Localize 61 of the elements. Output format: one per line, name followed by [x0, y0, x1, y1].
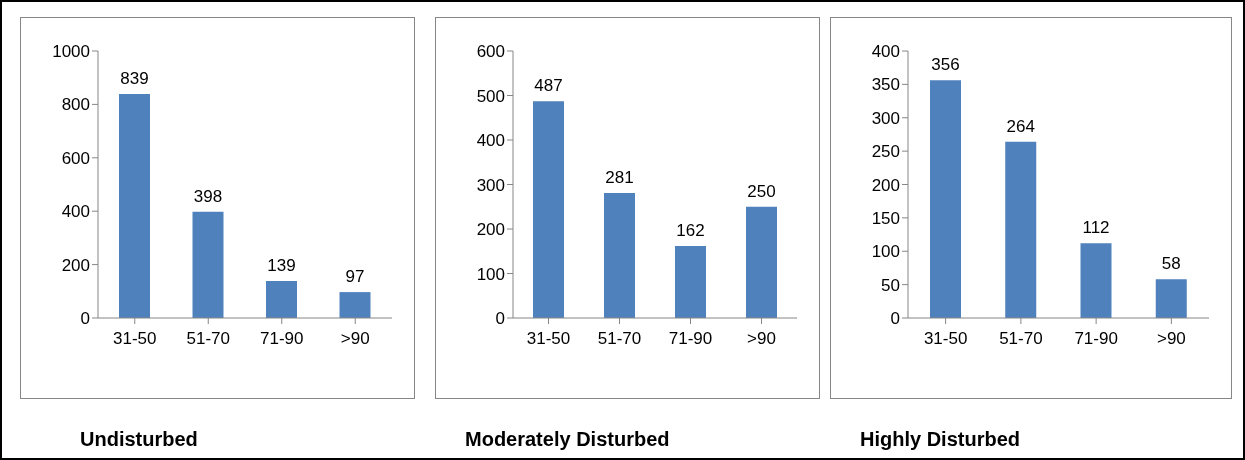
- y-tick-label: 250: [871, 142, 900, 162]
- bar: [930, 80, 961, 318]
- y-tick-label: 100: [476, 264, 505, 284]
- bar: [119, 93, 150, 318]
- y-tick-label: 0: [890, 309, 900, 329]
- y-tick-label: 1000: [52, 42, 90, 62]
- x-tick-label: >90: [1156, 329, 1186, 349]
- y-tick-label: 100: [871, 242, 900, 262]
- y-tick-label: 200: [871, 175, 900, 195]
- bar: [1155, 279, 1187, 318]
- x-tick-label: 31-50: [923, 329, 968, 349]
- data-label: 112: [1082, 218, 1110, 238]
- y-tick-label: 200: [476, 220, 505, 240]
- data-label: 139: [267, 255, 296, 275]
- y-tick-label: 200: [61, 255, 90, 275]
- data-label: 398: [193, 186, 223, 206]
- x-tick-label: 51-70: [999, 329, 1043, 349]
- y-tick-label: 400: [871, 42, 900, 62]
- bar: [533, 101, 564, 318]
- bar: [192, 211, 224, 318]
- bar: [675, 245, 706, 318]
- bar: [604, 192, 635, 318]
- y-tick-label: 300: [476, 175, 505, 195]
- y-tick-label: 600: [476, 42, 505, 62]
- data-label: 58: [1161, 254, 1181, 274]
- y-tick-label: 50: [881, 275, 900, 295]
- x-tick-label: 71-90: [668, 329, 713, 349]
- x-tick-label: 31-50: [113, 329, 157, 349]
- bar: [746, 206, 777, 318]
- bar: [1080, 243, 1112, 318]
- y-tick-label: 0: [495, 309, 505, 329]
- text: Moderately Disturbed: [465, 428, 670, 451]
- data-label: 356: [931, 55, 960, 75]
- text: Highly Disturbed: [860, 428, 1021, 451]
- data-label: 264: [1006, 116, 1035, 136]
- x-tick-label: >90: [340, 329, 370, 349]
- text: Undisturbed: [80, 428, 198, 451]
- y-tick-label: 350: [871, 75, 900, 95]
- y-tick-label: 800: [61, 95, 90, 115]
- bar: [1005, 141, 1037, 318]
- x-tick-label: 71-90: [260, 329, 304, 349]
- x-tick-label: 51-70: [597, 329, 642, 349]
- y-tick-label: 500: [476, 86, 505, 106]
- data-label: 162: [676, 220, 705, 240]
- y-tick-label: 400: [61, 202, 90, 222]
- y-tick-label: 150: [871, 208, 900, 228]
- data-label: 250: [747, 181, 776, 201]
- y-tick-label: 600: [61, 148, 90, 168]
- data-label: 97: [345, 267, 365, 287]
- x-tick-label: 31-50: [526, 329, 571, 349]
- y-tick-label: 400: [476, 131, 505, 151]
- bar: [339, 292, 371, 318]
- data-label: 839: [120, 68, 149, 88]
- data-label: 487: [534, 76, 563, 96]
- x-tick-label: 71-90: [1074, 329, 1118, 349]
- y-tick-label: 300: [871, 108, 900, 128]
- y-tick-label: 0: [80, 309, 90, 329]
- bar: [266, 280, 297, 318]
- data-label: 281: [605, 167, 634, 187]
- x-tick-label: 51-70: [186, 329, 230, 349]
- x-tick-label: >90: [747, 329, 776, 349]
